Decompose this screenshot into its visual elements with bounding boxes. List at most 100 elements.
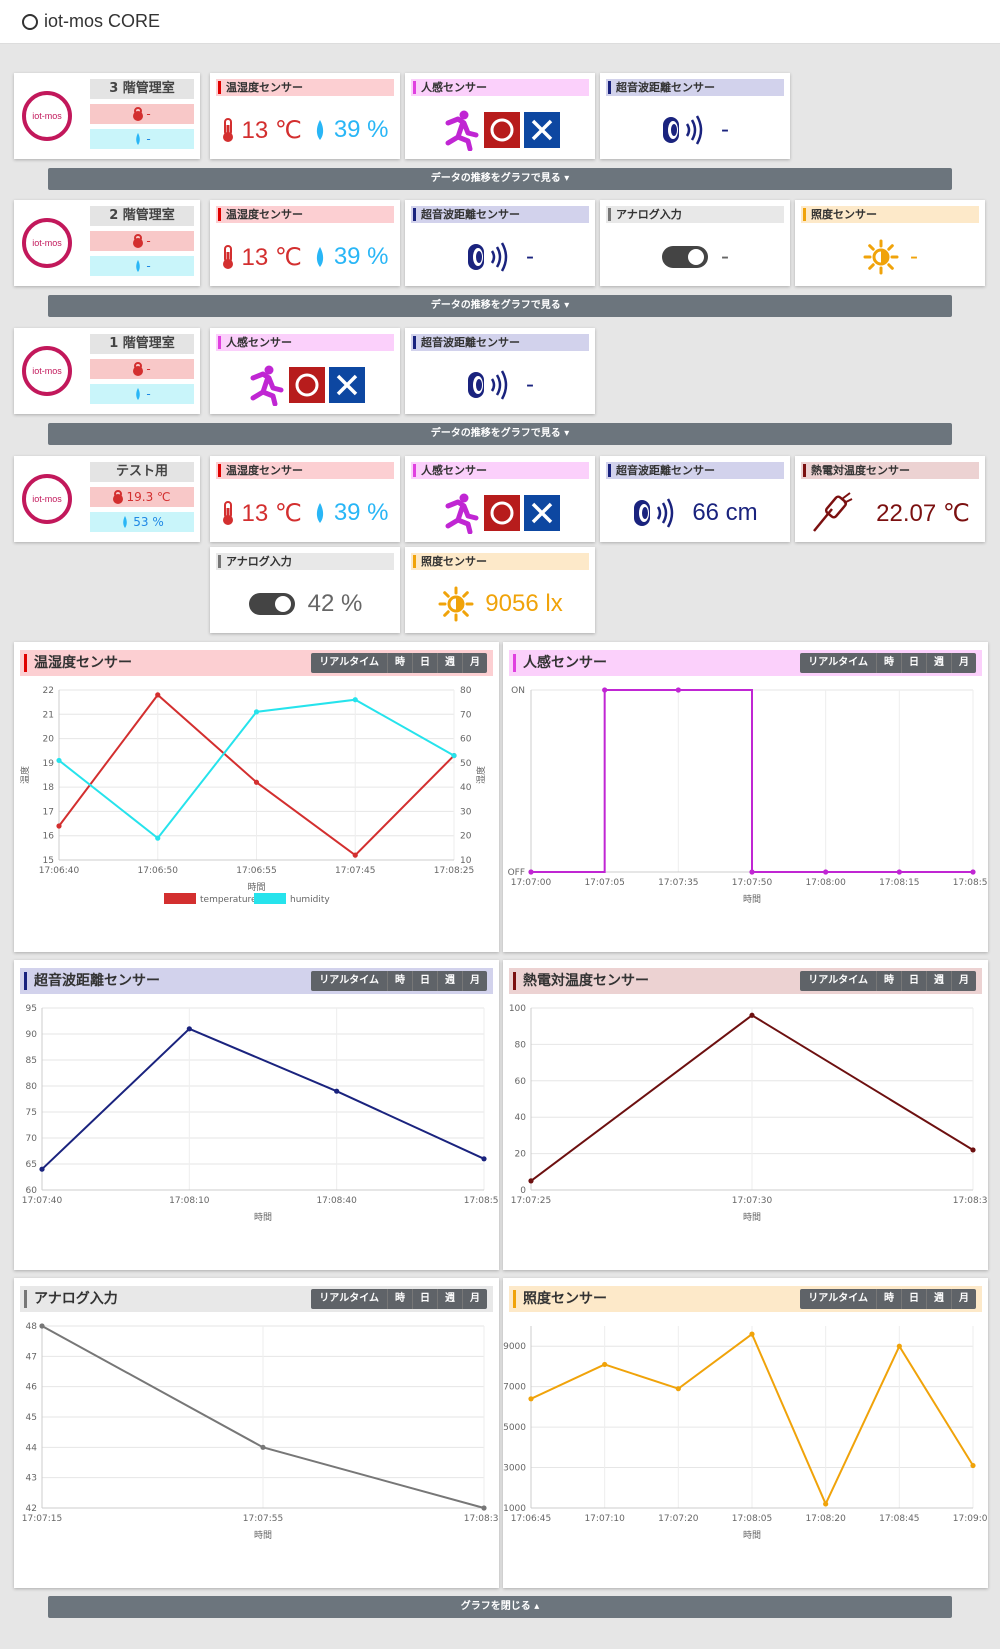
data-point: [970, 1462, 976, 1469]
logo-text: iot-mos: [32, 111, 62, 121]
sensor-card-temp: 温湿度センサー 13 ℃ 39 %: [210, 200, 400, 286]
room-temperature: 19.3 ℃: [90, 487, 194, 507]
data-point: [528, 1396, 534, 1402]
x-tick-label: 17:07:05: [584, 878, 624, 888]
logo-text: iot-mos: [32, 494, 62, 504]
sensor-body: [405, 101, 595, 159]
tab-realtime[interactable]: リアルタイム: [808, 657, 868, 668]
tab-week[interactable]: 週: [926, 653, 951, 673]
sensor-body: 9056 lx: [405, 575, 595, 633]
analog-value: -: [721, 243, 729, 270]
tab-week[interactable]: 週: [926, 1289, 951, 1309]
sensor-card-illum: 照度センサー 9056 lx: [405, 547, 595, 633]
tab-day[interactable]: 日: [412, 653, 437, 673]
chart-svg: 1000 3000 5000 7000 9000 17:06:45 17:07:10 17:0…: [503, 1326, 988, 1541]
chart-body: 42 43 44 45 46 47 48 17:07:15 17:07:55 17:08:35 時間: [14, 1316, 499, 1586]
show-graph-button[interactable]: データの推移をグラフで見る ▾: [48, 168, 952, 190]
iot-mos-logo: iot-mos: [22, 218, 72, 268]
tab-hour[interactable]: 時: [876, 653, 901, 673]
tab-hour[interactable]: 時: [876, 1289, 901, 1309]
tab-month[interactable]: 月: [462, 1289, 487, 1309]
tab-week[interactable]: 週: [926, 971, 951, 991]
chart-card: 超音波距離センサー リアルタイム時日週月 60 65 70 75 80 85 90 95 17:07…: [14, 960, 499, 1270]
chart-range-tabs: リアルタイム時日週月: [311, 1289, 487, 1309]
y-tick-label: OFF: [508, 868, 525, 878]
room-humidity: 53 %: [90, 512, 194, 532]
data-point: [481, 1156, 487, 1162]
close-graph-button[interactable]: グラフを閉じる ▴: [48, 1596, 952, 1618]
distance-value: -: [721, 116, 729, 143]
tab-realtime[interactable]: リアルタイム: [808, 975, 868, 986]
y-tick-label: 17: [43, 807, 54, 817]
sensor-title: アナログ入力: [216, 553, 394, 570]
room-temperature: -: [90, 359, 194, 379]
sensor-body: -: [600, 228, 790, 286]
tab-day[interactable]: 日: [412, 971, 437, 991]
data-point: [675, 687, 681, 693]
tab-month[interactable]: 月: [462, 971, 487, 991]
y-tick-label: 21: [43, 710, 54, 720]
sensor-card-temp: 温湿度センサー 13 ℃ 39 %: [210, 73, 400, 159]
tab-month[interactable]: 月: [462, 653, 487, 673]
iot-mos-logo: iot-mos: [22, 474, 72, 524]
chart-title: 人感センサー リアルタイム時日週月: [509, 650, 982, 676]
room-humidity-value: -: [146, 132, 151, 146]
chart-title-text: 照度センサー: [523, 1291, 607, 1307]
tab-realtime[interactable]: リアルタイム: [319, 657, 379, 668]
tab-realtime[interactable]: リアルタイム: [808, 1293, 868, 1304]
x-tick-label: 17:08:55: [464, 1196, 499, 1206]
tab-day[interactable]: 日: [901, 1289, 926, 1309]
data-point: [823, 1501, 829, 1507]
show-graph-button[interactable]: データの推移をグラフで見る ▾: [48, 295, 952, 317]
sensor-body: 13 ℃ 39 %: [210, 484, 400, 542]
room-name: 2 階管理室: [90, 206, 194, 226]
tab-hour[interactable]: 時: [387, 653, 412, 673]
tab-week[interactable]: 週: [437, 1289, 462, 1309]
x-tick-label: 17:07:50: [732, 878, 773, 888]
chart-card: 熱電対温度センサー リアルタイム時日週月 0 20 40 60 80 100 17:07:25 1…: [503, 960, 988, 1270]
x-tick-label: 17:08:25: [434, 866, 474, 876]
iot-mos-logo: iot-mos: [22, 346, 72, 396]
temperature-value: 13 ℃: [241, 499, 302, 527]
tab-day[interactable]: 日: [412, 1289, 437, 1309]
y-tick-label: 60: [26, 1186, 38, 1196]
thermometer-icon: [133, 362, 144, 376]
y-tick-label: 80: [26, 1082, 38, 1092]
room-temperature-value: -: [146, 362, 151, 376]
x-tick-label: 17:08:45: [879, 1514, 919, 1524]
y-tick-label: 60: [515, 1077, 527, 1087]
tab-hour[interactable]: 時: [387, 971, 412, 991]
tab-hour[interactable]: 時: [876, 971, 901, 991]
tab-week[interactable]: 週: [437, 653, 462, 673]
tab-day[interactable]: 日: [901, 971, 926, 991]
sensor-body: -: [405, 356, 595, 414]
data-point: [528, 869, 534, 875]
tab-realtime[interactable]: リアルタイム: [319, 975, 379, 986]
data-point: [260, 1444, 266, 1450]
sensor-body: 66 cm: [600, 484, 790, 542]
sensor-title: 照度センサー: [801, 206, 979, 223]
data-point: [334, 1088, 340, 1094]
x-tick-label: 17:07:55: [243, 1514, 283, 1524]
water-drop-icon: [136, 388, 141, 400]
tab-month[interactable]: 月: [951, 971, 976, 991]
running-person-icon: [445, 493, 479, 534]
y2-tick-label: 80: [460, 686, 472, 696]
tab-realtime[interactable]: リアルタイム: [319, 1293, 379, 1304]
data-point: [155, 835, 161, 841]
tab-day[interactable]: 日: [901, 653, 926, 673]
chart-range-tabs: リアルタイム時日週月: [311, 971, 487, 991]
x-axis-label: 時間: [743, 1212, 761, 1223]
tab-week[interactable]: 週: [437, 971, 462, 991]
tab-month[interactable]: 月: [951, 653, 976, 673]
sensor-card-illum: 照度センサー -: [795, 200, 985, 286]
tab-month[interactable]: 月: [951, 1289, 976, 1309]
chart-svg: 60 65 70 75 80 85 90 95 17:07:40 17:08:10 17:08:40…: [22, 1004, 499, 1223]
tab-hour[interactable]: 時: [387, 1289, 412, 1309]
chart-title: アナログ入力 リアルタイム時日週月: [20, 1286, 493, 1312]
show-graph-button[interactable]: データの推移をグラフで見る ▾: [48, 423, 952, 445]
data-point: [186, 1026, 192, 1032]
data-point: [970, 1147, 976, 1153]
x-tick-label: 17:07:30: [732, 1196, 773, 1206]
y-tick-label: 9000: [503, 1342, 526, 1352]
